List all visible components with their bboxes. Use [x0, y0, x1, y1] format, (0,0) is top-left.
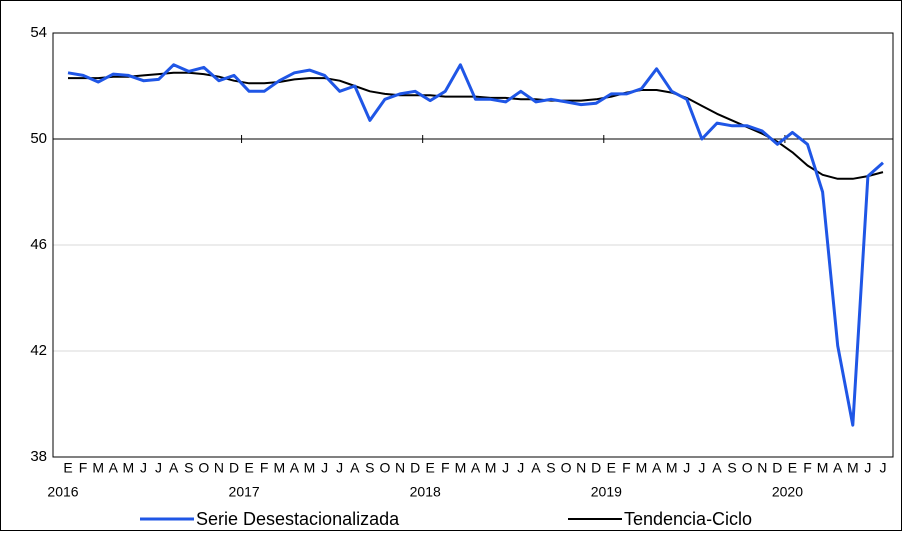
- x-tick-label: N: [757, 460, 767, 476]
- x-tick-label: D: [772, 460, 782, 476]
- year-label: 2018: [410, 484, 441, 500]
- x-tick-label: A: [109, 460, 119, 476]
- x-tick-label: E: [788, 460, 797, 476]
- x-tick-label: O: [561, 460, 572, 476]
- x-tick-label: M: [666, 460, 678, 476]
- x-tick-label: S: [365, 460, 374, 476]
- x-tick-label: E: [426, 460, 435, 476]
- x-tick-label: A: [471, 460, 481, 476]
- x-tick-label: F: [260, 460, 269, 476]
- y-tick-label: 50: [30, 130, 47, 147]
- x-tick-label: J: [321, 460, 328, 476]
- x-tick-label: A: [169, 460, 179, 476]
- x-tick-label: J: [336, 460, 343, 476]
- x-tick-label: M: [636, 460, 648, 476]
- year-label: 2019: [591, 484, 622, 500]
- x-tick-label: F: [803, 460, 812, 476]
- x-tick-label: M: [847, 460, 859, 476]
- y-tick-label: 46: [30, 236, 47, 253]
- x-tick-label: S: [727, 460, 736, 476]
- x-tick-label: A: [712, 460, 722, 476]
- x-tick-label: F: [441, 460, 450, 476]
- x-tick-label: E: [607, 460, 616, 476]
- x-tick-label: O: [742, 460, 753, 476]
- x-tick-label: D: [591, 460, 601, 476]
- x-tick-label: A: [531, 460, 541, 476]
- x-tick-label: M: [304, 460, 316, 476]
- x-tick-label: J: [502, 460, 509, 476]
- x-tick-label: S: [546, 460, 555, 476]
- x-tick-label: J: [880, 460, 887, 476]
- x-tick-label: J: [698, 460, 705, 476]
- x-tick-label: O: [379, 460, 390, 476]
- x-tick-label: A: [350, 460, 360, 476]
- legend-label: Tendencia-Ciclo: [624, 509, 752, 529]
- y-tick-label: 54: [30, 24, 47, 41]
- x-tick-label: M: [273, 460, 285, 476]
- y-tick-label: 42: [30, 342, 47, 359]
- x-tick-label: A: [290, 460, 300, 476]
- x-tick-label: A: [652, 460, 662, 476]
- x-tick-label: F: [622, 460, 631, 476]
- x-tick-label: E: [244, 460, 253, 476]
- x-tick-label: M: [485, 460, 497, 476]
- x-tick-label: D: [410, 460, 420, 476]
- x-tick-label: J: [155, 460, 162, 476]
- x-tick-label: N: [214, 460, 224, 476]
- year-label: 2016: [47, 484, 78, 500]
- plot-frame: [52, 32, 894, 458]
- x-tick-label: M: [455, 460, 467, 476]
- x-tick-label: N: [576, 460, 586, 476]
- x-tick-label: J: [517, 460, 524, 476]
- x-tick-label: F: [79, 460, 88, 476]
- series-line: [67, 63, 884, 427]
- x-tick-label: J: [683, 460, 690, 476]
- x-tick-label: M: [817, 460, 829, 476]
- x-tick-label: E: [63, 460, 72, 476]
- x-tick-label: M: [92, 460, 104, 476]
- legend-label: Serie Desestacionalizada: [196, 509, 400, 529]
- year-label: 2020: [772, 484, 803, 500]
- x-tick-label: A: [833, 460, 843, 476]
- x-tick-label: J: [140, 460, 147, 476]
- y-tick-label: 38: [30, 448, 47, 465]
- year-label: 2017: [229, 484, 260, 500]
- x-tick-label: M: [123, 460, 135, 476]
- x-tick-label: S: [184, 460, 193, 476]
- x-tick-label: J: [864, 460, 871, 476]
- x-tick-label: N: [395, 460, 405, 476]
- x-tick-label: O: [198, 460, 209, 476]
- x-tick-label: D: [229, 460, 239, 476]
